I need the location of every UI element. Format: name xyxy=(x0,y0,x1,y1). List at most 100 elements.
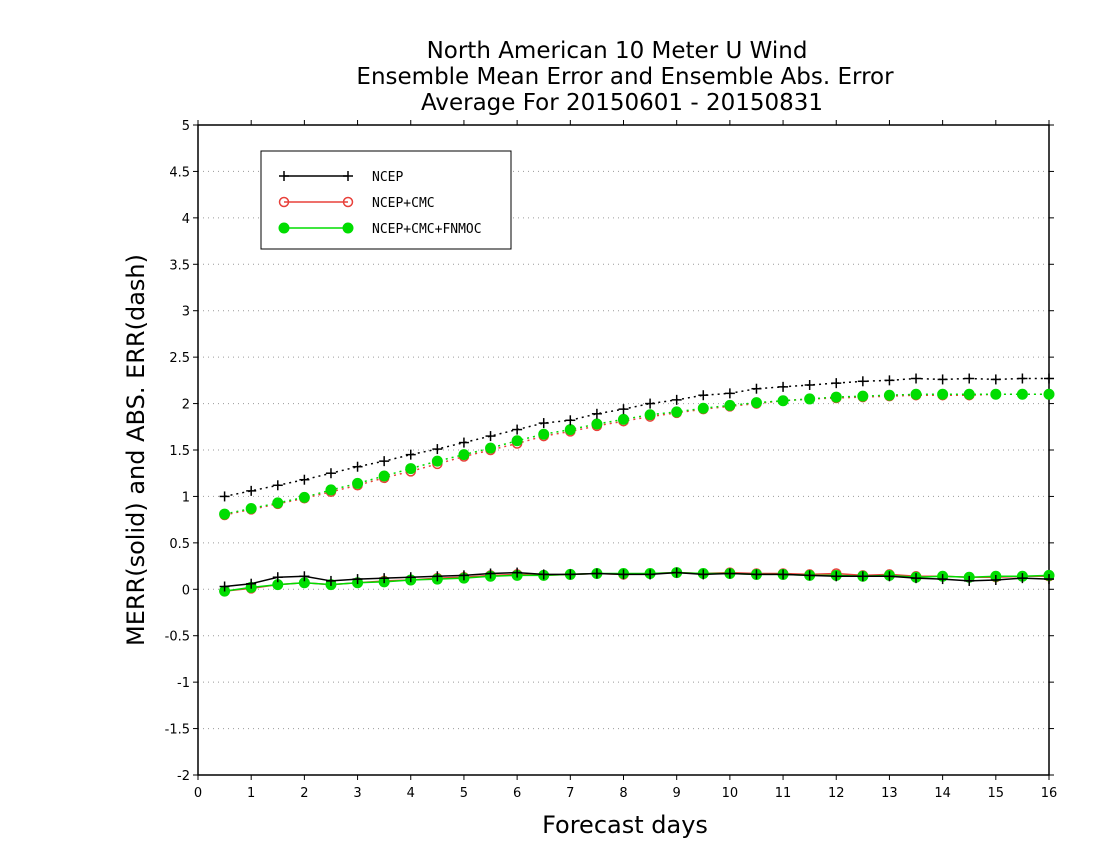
legend-marker-right-ncep xyxy=(343,171,353,181)
abs-err-point-ncep xyxy=(990,374,1001,385)
legend-entry-ncep: NCEP xyxy=(279,170,403,185)
merr-point-ncep xyxy=(857,571,868,582)
merr-line-ncep-cmc-fnmoc xyxy=(224,571,1050,592)
legend-marker-right-ncep-cmc-fnmoc xyxy=(342,222,354,234)
legend-entry-ncep-cmc-fnmoc: NCEP+CMC+FNMOC xyxy=(278,222,482,237)
abs-err-point-ncep xyxy=(645,398,656,409)
merr-point-ncep xyxy=(618,569,629,580)
y-tick-label: 3.5 xyxy=(169,258,190,273)
x-tick-label: 11 xyxy=(775,786,792,801)
merr-point-ncep xyxy=(405,572,416,583)
y-tick-label: 3 xyxy=(182,305,190,320)
x-tick-label: 7 xyxy=(566,786,574,801)
merr-point-ncep xyxy=(512,567,523,578)
abs-err-point-ncep xyxy=(379,456,390,467)
series-ncep-cmc-fnmoc xyxy=(219,388,1055,597)
abs-err-point-ncep-cmc-fnmoc xyxy=(910,388,922,400)
abs-err-point-ncep-cmc-fnmoc xyxy=(538,428,550,440)
x-axis-label: Forecast days xyxy=(542,811,708,839)
merr-point-ncep xyxy=(645,569,656,580)
abs-err-point-ncep xyxy=(1017,373,1028,384)
abs-err-point-ncep-cmc-fnmoc xyxy=(325,484,337,496)
abs-err-point-ncep xyxy=(671,394,682,405)
abs-err-point-ncep-cmc-fnmoc xyxy=(1016,388,1028,400)
merr-point-ncep xyxy=(352,574,363,585)
merr-point-ncep xyxy=(778,569,789,580)
merr-point-ncep xyxy=(804,570,815,581)
merr-line-ncep-cmc xyxy=(224,571,1049,592)
y-tick-label: 0 xyxy=(182,583,190,598)
abs-err-point-ncep-cmc-fnmoc xyxy=(883,389,895,401)
title-line-3: Average For 20150601 - 20150831 xyxy=(421,90,823,116)
abs-err-point-ncep-cmc-fnmoc xyxy=(485,442,497,454)
abs-err-point-ncep-cmc-fnmoc xyxy=(830,391,842,403)
x-tick-label: 14 xyxy=(934,786,951,801)
abs-err-point-ncep-cmc-fnmoc xyxy=(618,413,629,425)
merr-point-ncep xyxy=(565,569,576,580)
abs-err-point-ncep xyxy=(884,375,895,386)
abs-err-point-ncep-cmc-fnmoc xyxy=(777,395,789,407)
merr-point-ncep xyxy=(671,567,682,578)
abs-err-point-ncep-cmc-fnmoc xyxy=(804,393,816,405)
abs-err-point-ncep-cmc-fnmoc xyxy=(431,455,443,467)
abs-err-point-ncep xyxy=(831,378,842,389)
legend-label-ncep-cmc: NCEP+CMC xyxy=(372,196,435,211)
x-tick-label: 5 xyxy=(460,786,468,801)
abs-err-point-ncep-cmc-fnmoc xyxy=(245,503,257,514)
abs-err-point-ncep-cmc-fnmoc xyxy=(272,497,284,509)
axes: -2-1.5-1-0.500.511.522.533.544.550 1 2 3 4 5 6… xyxy=(165,119,1058,801)
abs-err-point-ncep-cmc-fnmoc xyxy=(511,435,523,447)
x-tick-label: 6 xyxy=(513,786,521,801)
x-tick-label: 10 xyxy=(722,786,739,801)
x-tick-label: 16 xyxy=(1041,786,1058,801)
merr-point-ncep xyxy=(272,572,283,583)
abs-err-point-ncep xyxy=(937,374,948,385)
merr-point-ncep xyxy=(937,574,948,585)
abs-err-point-ncep xyxy=(272,480,283,491)
y-tick-label: 1.5 xyxy=(169,444,190,459)
x-tick-label: 9 xyxy=(673,786,681,801)
legend-marker-right-ncep-cmc xyxy=(342,196,354,208)
x-tick-label: 2 xyxy=(300,786,308,801)
abs-err-point-ncep-cmc-fnmoc xyxy=(564,424,576,436)
merr-point-ncep xyxy=(884,571,895,582)
abs-err-point-ncep-cmc-fnmoc xyxy=(378,470,390,482)
y-tick-label: 2.5 xyxy=(169,351,190,366)
merr-point-ncep xyxy=(591,568,602,579)
abs-err-point-ncep-cmc-fnmoc xyxy=(937,388,949,400)
abs-err-point-ncep-cmc-fnmoc xyxy=(1043,388,1055,400)
y-tick-label: 2 xyxy=(182,398,190,413)
abs-err-point-ncep-cmc-fnmoc xyxy=(405,463,417,475)
merr-point-ncep xyxy=(299,571,310,582)
merr-line-ncep xyxy=(224,571,1050,588)
merr-point-ncep xyxy=(964,575,975,586)
abs-err-point-ncep-cmc-fnmoc xyxy=(724,399,736,411)
legend: NCEP NCEP+CMC NCEP+CMC+FNMOC xyxy=(260,150,512,250)
abs-err-line-ncep xyxy=(224,377,1049,498)
legend-label-ncep-cmc-fnmoc: NCEP+CMC+FNMOC xyxy=(372,222,482,237)
merr-point-ncep xyxy=(325,575,336,586)
title-line-1: North American 10 Meter U Wind xyxy=(427,38,808,64)
series-ncep-cmc xyxy=(219,389,1055,597)
abs-err-point-ncep-cmc-fnmoc xyxy=(591,418,603,430)
y-tick-label: 5 xyxy=(182,119,190,134)
y-tick-label: 1 xyxy=(182,490,190,505)
y-tick-label: 4.5 xyxy=(169,165,190,180)
merr-point-ncep xyxy=(379,573,390,584)
legend-marker-left-ncep xyxy=(279,171,289,181)
x-tick-label: 3 xyxy=(353,786,361,801)
legend-entry-ncep-cmc: NCEP+CMC xyxy=(278,196,435,211)
abs-err-point-ncep xyxy=(698,390,709,401)
abs-err-point-ncep-cmc-fnmoc xyxy=(750,397,762,409)
y-tick-label: 0.5 xyxy=(169,537,190,552)
abs-err-point-ncep xyxy=(432,444,443,455)
merr-point-ncep xyxy=(485,568,496,579)
y-tick-label: -2 xyxy=(177,769,190,784)
abs-err-point-ncep xyxy=(751,383,762,394)
abs-err-point-ncep xyxy=(591,408,602,419)
abs-err-point-ncep-cmc-fnmoc xyxy=(857,390,869,402)
x-tick-label: 0 xyxy=(194,786,202,801)
y-tick-label: -1.5 xyxy=(165,723,190,738)
gridlines xyxy=(198,170,1049,730)
